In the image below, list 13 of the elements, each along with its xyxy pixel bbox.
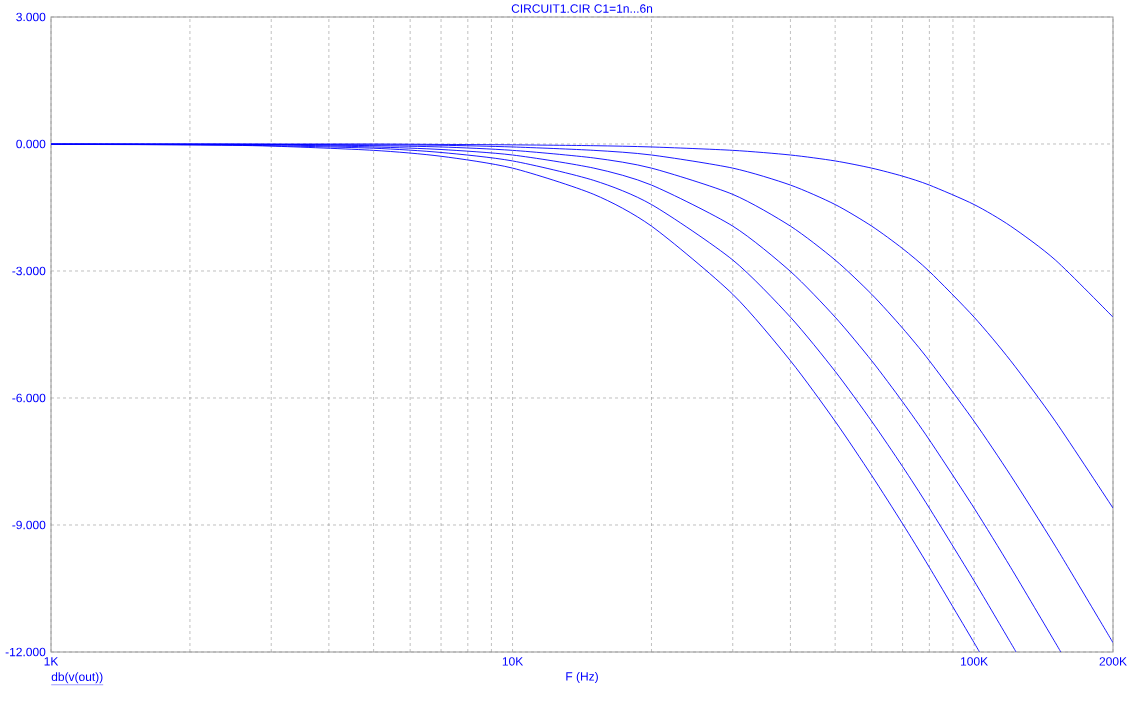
y-tick-label: 0.000 bbox=[16, 139, 46, 149]
x-tick-label: 100K bbox=[960, 657, 988, 666]
x-axis-title: F (Hz) bbox=[566, 671, 598, 684]
x-tick-label: 10K bbox=[502, 657, 524, 666]
y-tick-label: -9.000 bbox=[12, 520, 46, 530]
x-tick-label: 200K bbox=[1099, 657, 1127, 666]
x-tick-label: 1K bbox=[44, 657, 59, 666]
y-tick-label: -6.000 bbox=[12, 393, 46, 403]
y-tick-label: 3.000 bbox=[16, 12, 46, 22]
chart-title: CIRCUIT1.CIR C1=1n...6n bbox=[511, 4, 653, 13]
y-tick-label: -3.000 bbox=[12, 266, 46, 276]
y-tick-label: -12.000 bbox=[5, 647, 46, 657]
text: db(v(out)) bbox=[51, 672, 103, 684]
